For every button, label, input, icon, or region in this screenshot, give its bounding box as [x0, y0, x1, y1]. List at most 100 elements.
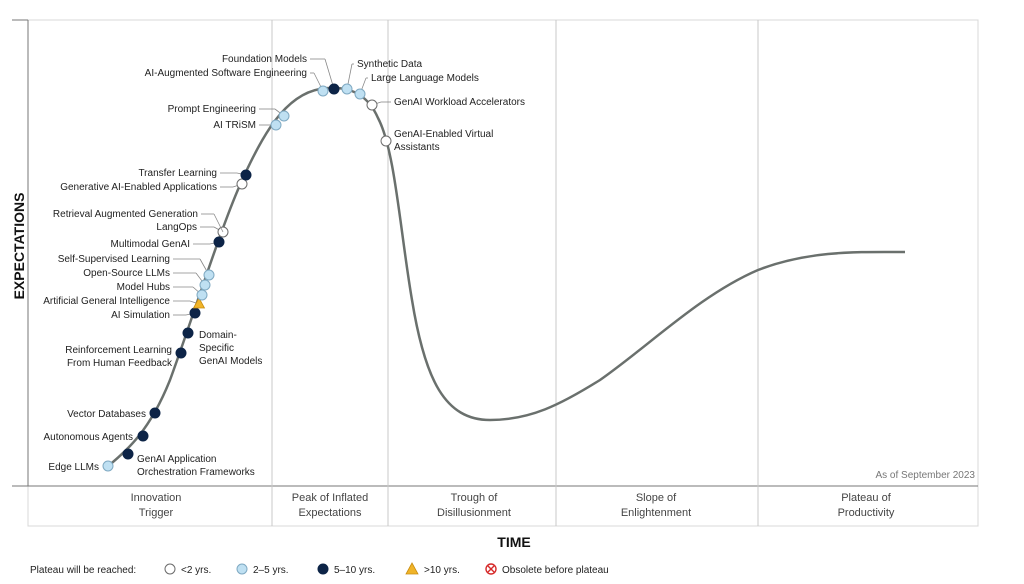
tech-autonomous-agents: Autonomous Agents — [43, 430, 149, 443]
marker-autonomous-agents — [137, 430, 149, 442]
marker-model-hubs — [196, 289, 208, 301]
tech-prompt-engineering: Prompt Engineering — [168, 104, 290, 122]
label-synthetic-data: Synthetic Data — [357, 59, 422, 70]
marker-genai-workload-accelerators — [366, 99, 378, 111]
marker-ai-augmented-software-engineering — [317, 85, 329, 97]
tech-genai-application-orchestration-frameworks: GenAI Application Orchestration Framework… — [122, 448, 255, 478]
legend-label-obsolete: Obsolete before plateau — [502, 565, 609, 576]
tech-multimodal-genai: Multimodal GenAI — [111, 236, 225, 250]
legend: Plateau will be reached: <2 yrs. 2–5 yrs… — [30, 562, 609, 576]
marker-large-language-models — [354, 88, 366, 100]
legend-label-5to10: 5–10 yrs. — [334, 565, 375, 576]
marker-artificial-general-intelligence — [192, 297, 206, 309]
label-reinforcement-learning-from-human-feedback-line2: From Human Feedback — [67, 358, 173, 369]
legend-marker-obsolete — [485, 563, 497, 575]
marker-ai-simulation — [189, 307, 201, 319]
tech-vector-databases: Vector Databases — [67, 407, 161, 420]
tech-artificial-general-intelligence: Artificial General Intelligence — [43, 296, 206, 309]
marker-genai-application-orchestration-frameworks — [122, 448, 134, 460]
label-generative-ai-enabled-applications: Generative AI-Enabled Applications — [60, 182, 217, 193]
tech-langops: LangOps — [156, 222, 229, 238]
marker-reinforcement-learning-from-human-feedback — [175, 347, 187, 359]
label-vector-databases: Vector Databases — [67, 409, 146, 420]
marker-transfer-learning — [240, 169, 252, 181]
tech-transfer-learning: Transfer Learning — [138, 168, 252, 181]
tech-model-hubs: Model Hubs — [117, 282, 208, 301]
marker-synthetic-data — [341, 83, 353, 95]
legend-label-gt10: >10 yrs. — [424, 565, 460, 576]
marker-domain-specific-genai-models — [182, 327, 194, 339]
tech-reinforcement-learning-from-human-feedback: Reinforcement Learning From Human Feedbac… — [65, 345, 187, 369]
legend-marker-2to5 — [236, 563, 248, 575]
label-genai-application-orchestration-frameworks-line1: GenAI Application — [137, 454, 217, 465]
label-genai-enabled-virtual-assistants-line2: Assistants — [394, 142, 440, 153]
label-reinforcement-learning-from-human-feedback-line1: Reinforcement Learning — [65, 345, 172, 356]
tech-edge-llms: Edge LLMs — [48, 460, 114, 473]
label-retrieval-augmented-generation: Retrieval Augmented Generation — [53, 209, 198, 220]
marker-open-source-llms — [199, 279, 211, 291]
phase-label-plateau-line2: Productivity — [838, 507, 895, 519]
tech-self-supervised-learning: Self-Supervised Learning — [58, 254, 215, 281]
phase-label-trough-line1: Trough of — [451, 492, 499, 504]
phase-label-plateau: Plateau of Productivity — [838, 492, 895, 519]
label-ai-simulation: AI Simulation — [111, 310, 170, 321]
legend-label-lt2: <2 yrs. — [181, 565, 211, 576]
tech-ai-augmented-software-engineering: AI-Augmented Software Engineering — [145, 68, 329, 97]
phase-label-slope: Slope of Enlightenment — [621, 492, 691, 519]
marker-multimodal-genai — [213, 236, 225, 248]
legend-marker-5to10 — [317, 563, 329, 575]
phase-label-innovation-line2: Trigger — [139, 507, 174, 519]
label-foundation-models: Foundation Models — [222, 54, 307, 65]
y-axis-title: EXPECTATIONS — [11, 193, 27, 300]
tech-domain-specific-genai-models: Domain- Specific GenAI Models — [182, 327, 262, 367]
marker-foundation-models — [328, 83, 340, 95]
tech-foundation-models: Foundation Models — [222, 54, 340, 95]
phase-label-innovation-line1: Innovation — [131, 492, 182, 504]
legend-marker-lt2 — [164, 563, 176, 575]
label-transfer-learning: Transfer Learning — [138, 168, 217, 179]
label-model-hubs: Model Hubs — [117, 282, 170, 293]
tech-ai-trism: AI TRiSM — [213, 119, 282, 131]
label-large-language-models: Large Language Models — [371, 73, 479, 84]
label-multimodal-genai: Multimodal GenAI — [111, 239, 190, 250]
label-open-source-llms: Open-Source LLMs — [83, 268, 170, 279]
tech-large-language-models: Large Language Models — [354, 73, 479, 100]
phase-label-trough-line2: Disillusionment — [437, 507, 511, 519]
tech-generative-ai-enabled-applications: Generative AI-Enabled Applications — [60, 178, 248, 193]
phase-label-plateau-line1: Plateau of — [841, 492, 891, 504]
tech-ai-simulation: AI Simulation — [111, 307, 201, 321]
label-ai-augmented-software-engineering: AI-Augmented Software Engineering — [145, 68, 307, 79]
label-ai-trism: AI TRiSM — [213, 120, 256, 131]
phase-label-slope-line1: Slope of — [636, 492, 677, 504]
label-domain-specific-genai-models-line2: Specific — [199, 343, 234, 354]
label-autonomous-agents: Autonomous Agents — [43, 432, 133, 443]
label-genai-workload-accelerators: GenAI Workload Accelerators — [394, 97, 525, 108]
marker-prompt-engineering — [278, 110, 290, 122]
legend-title: Plateau will be reached: — [30, 565, 136, 576]
marker-genai-enabled-virtual-assistants — [380, 135, 392, 147]
tech-retrieval-augmented-generation: Retrieval Augmented Generation — [53, 209, 224, 233]
obsolete-icon-stroke-b — [487, 565, 495, 573]
label-genai-application-orchestration-frameworks-line2: Orchestration Frameworks — [137, 467, 255, 478]
label-langops: LangOps — [156, 222, 197, 233]
label-domain-specific-genai-models-line3: GenAI Models — [199, 356, 262, 367]
marker-edge-llms — [102, 460, 114, 472]
as-of-note: As of September 2023 — [875, 470, 975, 481]
tech-synthetic-data: Synthetic Data — [341, 59, 422, 95]
label-genai-enabled-virtual-assistants-line1: GenAI-Enabled Virtual — [394, 129, 493, 140]
x-axis-title: TIME — [497, 534, 530, 550]
legend-label-2to5: 2–5 yrs. — [253, 565, 289, 576]
label-self-supervised-learning: Self-Supervised Learning — [58, 254, 170, 265]
phase-label-peak-line1: Peak of Inflated — [292, 492, 368, 504]
phase-label-peak-line2: Expectations — [299, 507, 362, 519]
label-artificial-general-intelligence: Artificial General Intelligence — [43, 296, 170, 307]
marker-self-supervised-learning — [203, 269, 215, 281]
tech-genai-workload-accelerators: GenAI Workload Accelerators — [366, 97, 525, 111]
marker-vector-databases — [149, 407, 161, 419]
leader-line-tail-retrieval-augmented-generation — [213, 213, 224, 233]
phase-label-trough: Trough of Disillusionment — [437, 492, 511, 519]
phase-label-innovation: Innovation Trigger — [131, 492, 182, 519]
marker-ai-trism — [270, 119, 282, 131]
